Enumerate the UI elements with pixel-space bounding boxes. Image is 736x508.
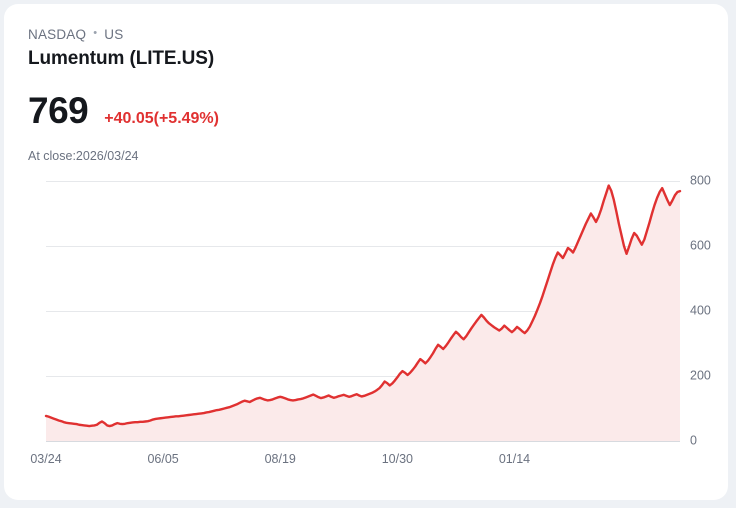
region-label: US [104,27,124,42]
price-chart-svg[interactable]: 800 600 400 200 0 03/24 06/05 08/19 10/30 01/14 [4,164,728,484]
price-line [44,184,682,428]
price-row: 769 +40.05(+5.49%) [28,91,728,131]
y-axis-labels: 800 600 400 200 0 [690,173,711,447]
quote-header: NASDAQ • US Lumentum (LITE.US) 769 +40.0… [4,4,728,164]
y-tick-label-400: 400 [690,303,711,317]
x-tick-label-3: 10/30 [382,452,413,466]
price-change: +40.05(+5.49%) [104,110,219,127]
price-area-fill [46,185,680,441]
x-axis-labels: 03/24 06/05 08/19 10/30 01/14 [30,452,530,466]
x-tick-label-2: 08/19 [265,452,296,466]
x-tick-label-4: 01/14 [499,452,530,466]
y-tick-label-0: 0 [690,433,697,447]
x-tick-label-0: 03/24 [30,452,61,466]
y-tick-label-600: 600 [690,238,711,252]
market-status: At close:2026/03/24 [28,149,139,163]
x-tick-label-1: 06/05 [147,452,178,466]
stock-quote-card: NASDAQ • US Lumentum (LITE.US) 769 +40.0… [4,4,728,500]
y-tick-label-200: 200 [690,368,711,382]
exchange-row: NASDAQ • US [28,26,728,43]
separator-dot: • [93,27,98,39]
price-chart[interactable]: 800 600 400 200 0 03/24 06/05 08/19 10/30 01/14 [4,164,728,484]
y-tick-label-800: 800 [690,173,711,187]
current-price: 769 [28,90,89,131]
exchange-name: NASDAQ [28,27,87,42]
page-title: Lumentum (LITE.US) [28,48,215,69]
